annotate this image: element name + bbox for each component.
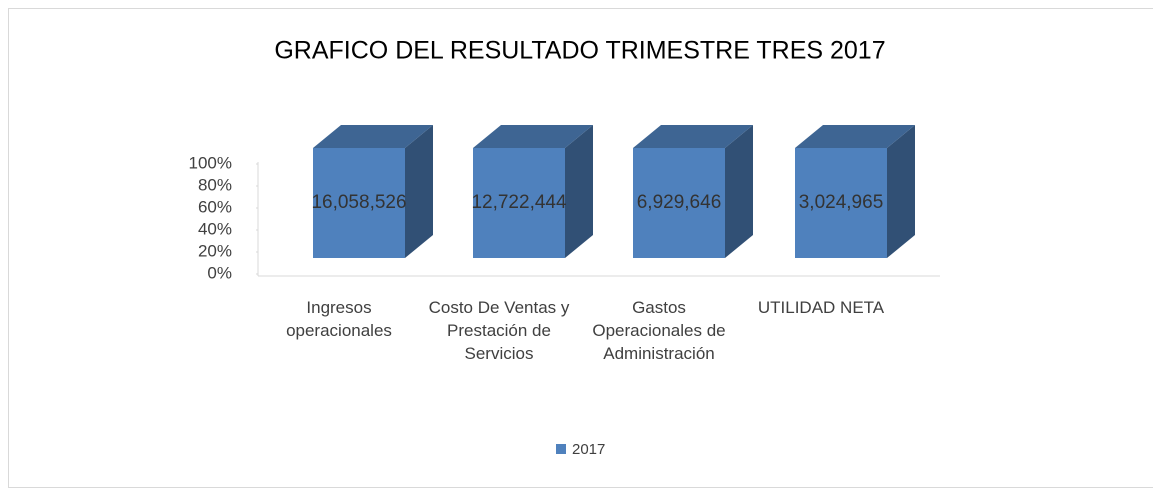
- legend-label: 2017: [572, 441, 605, 458]
- bar: [795, 148, 887, 258]
- legend-swatch: [556, 444, 566, 454]
- y-tick-label: 20%: [198, 241, 232, 260]
- bar: [313, 148, 405, 258]
- y-tick-label: 60%: [198, 197, 232, 216]
- y-tick-label: 100%: [189, 153, 232, 172]
- bar: [633, 148, 725, 258]
- bar: [473, 148, 565, 258]
- x-tick-label: Costo De Ventas y Prestación de Servicio…: [428, 298, 570, 363]
- y-tick-label: 0%: [207, 263, 232, 282]
- bar-side: [887, 125, 915, 258]
- bar-side: [565, 125, 593, 258]
- chart-title: GRAFICO DEL RESULTADO TRIMESTRE TRES 201…: [274, 37, 885, 65]
- value-label: 12,722,444: [471, 192, 567, 213]
- bar-top: [313, 125, 433, 148]
- value-label: 3,024,965: [799, 192, 884, 213]
- bar-side: [405, 125, 433, 258]
- bar-top: [795, 125, 915, 148]
- y-tick-label: 40%: [198, 219, 232, 238]
- bar-top: [473, 125, 593, 148]
- y-tick-label: 80%: [198, 175, 232, 194]
- value-label: 16,058,526: [311, 192, 406, 213]
- bar-side: [725, 125, 753, 258]
- bar-top: [633, 125, 753, 148]
- x-tick-label: Gastos Operacionales de Administración: [592, 298, 726, 363]
- x-tick-label: Ingresos operacionales: [286, 298, 392, 340]
- value-label: 6,929,646: [637, 192, 722, 213]
- x-tick-label: UTILIDAD NETA: [757, 298, 885, 317]
